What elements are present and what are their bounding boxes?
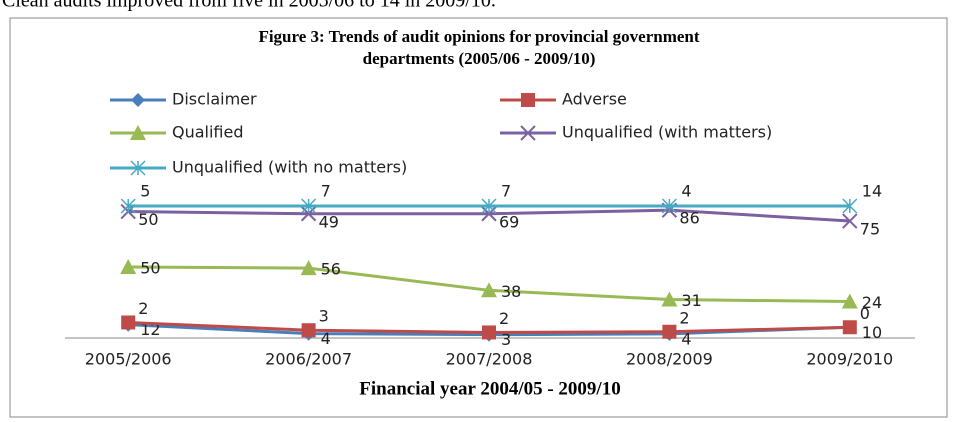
data-label: 3 [501, 330, 511, 349]
marker [841, 293, 858, 309]
marker [481, 282, 497, 298]
marker [661, 198, 677, 214]
chart-title: departments (2005/06 - 2009/10) [363, 49, 596, 68]
data-label: 3 [319, 307, 329, 326]
marker [300, 260, 317, 276]
x-tick-label: 2009/2010 [806, 350, 893, 369]
marker [121, 315, 136, 330]
marker [481, 198, 497, 214]
marker [130, 125, 146, 140]
marker [482, 325, 496, 340]
data-label: 2 [499, 309, 509, 328]
marker [120, 198, 136, 214]
data-label: 49 [319, 212, 339, 231]
legend-label: Adverse [562, 90, 627, 109]
data-label: 5 [140, 182, 150, 201]
data-label: 10 [862, 323, 882, 342]
marker [120, 259, 137, 275]
x-tick-label: 2006/2007 [265, 350, 352, 369]
data-label: 69 [499, 212, 519, 231]
data-label: 2 [138, 299, 148, 318]
data-label: 50 [138, 210, 158, 229]
x-tick-label: 2008/2009 [626, 350, 713, 369]
marker [481, 206, 497, 222]
chart-title: Figure 3: Trends of audit opinions for p… [258, 27, 699, 46]
legend-label: Unqualified (with no matters) [172, 158, 407, 177]
marker [662, 324, 677, 339]
data-label: 7 [501, 182, 511, 201]
data-label: 56 [321, 260, 341, 279]
marker [661, 291, 678, 307]
marker [842, 320, 857, 335]
marker [842, 213, 858, 229]
intro-text: Clean audits improved from five in 2005/… [2, 0, 496, 12]
marker [301, 323, 316, 338]
data-label: 7 [321, 182, 331, 201]
data-label: 24 [862, 293, 882, 312]
data-label: 31 [681, 291, 701, 310]
data-label: 38 [501, 282, 521, 301]
x-tick-label: 2007/2008 [446, 350, 533, 369]
data-label: 4 [321, 329, 331, 348]
legend-label: Qualified [172, 123, 244, 142]
data-label: 2 [679, 308, 689, 327]
data-label: 75 [860, 220, 880, 239]
marker [300, 206, 317, 222]
marker [521, 93, 535, 107]
marker [131, 93, 145, 107]
marker [842, 198, 858, 214]
marker [301, 198, 317, 214]
data-label: 50 [140, 259, 160, 278]
legend-label: Unqualified (with matters) [562, 123, 772, 142]
marker [130, 160, 146, 176]
data-label: 0 [860, 304, 870, 323]
legend-label: Disclaimer [172, 90, 257, 109]
x-axis-title: Financial year 2004/05 - 2009/10 [359, 378, 620, 399]
data-label: 14 [862, 182, 882, 201]
x-tick-label: 2005/2006 [85, 350, 172, 369]
data-label: 4 [681, 182, 691, 201]
data-label: 4 [681, 329, 691, 348]
data-label: 86 [679, 209, 699, 228]
marker [520, 125, 536, 141]
